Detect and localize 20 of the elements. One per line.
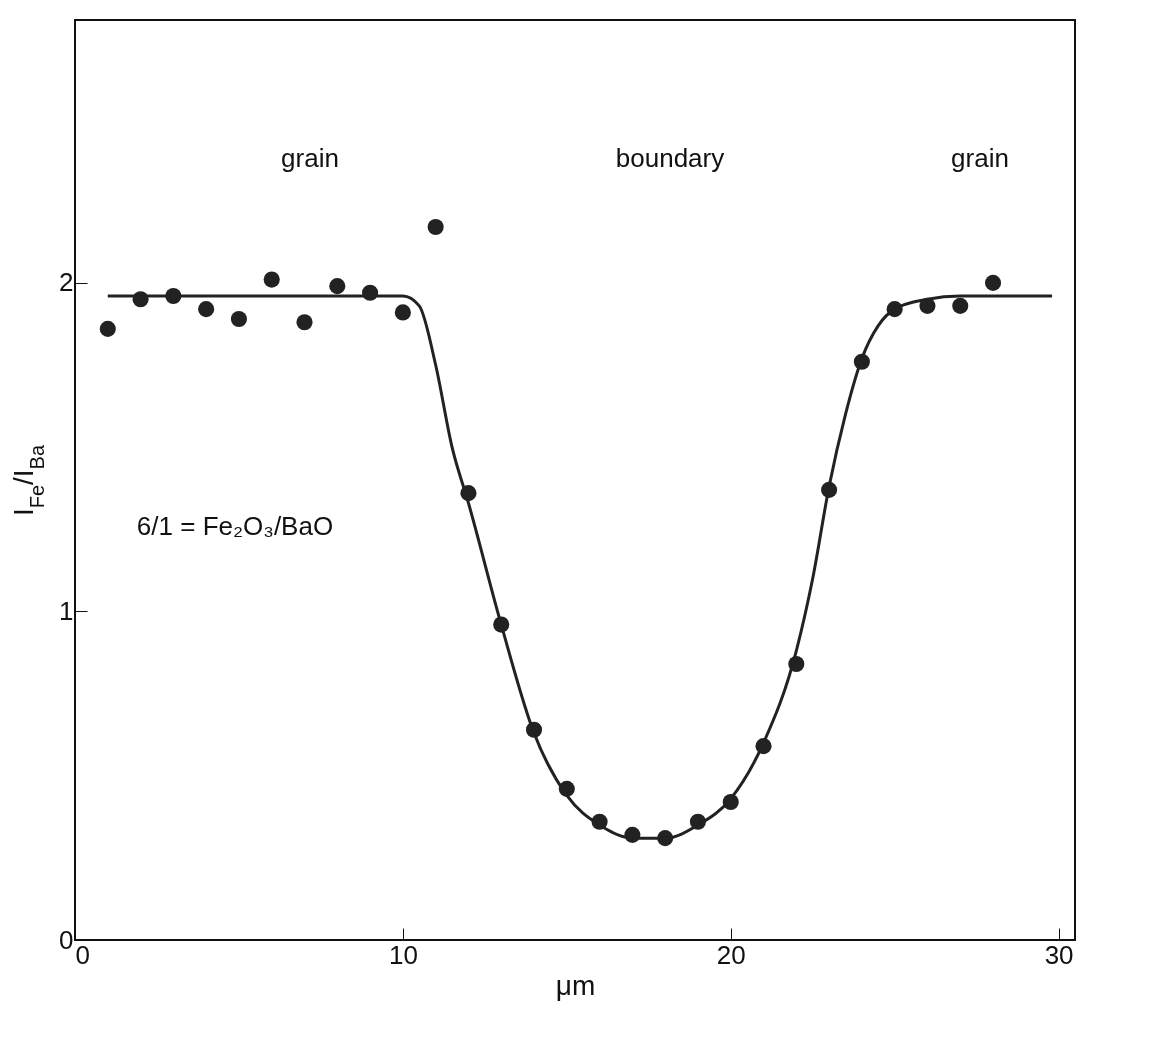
point	[230, 310, 247, 328]
x-axis-title: μm	[555, 969, 596, 1001]
y-tick-label: 1	[59, 595, 74, 626]
x-tick-label: 10	[388, 939, 418, 970]
annotation: 6/1 = Fe₂O₃/BaO	[136, 510, 334, 542]
x-tick-label: 30	[1044, 939, 1074, 970]
point	[329, 278, 346, 295]
y-tick-label: 2	[59, 267, 74, 298]
annotation: boundary	[615, 142, 725, 174]
point	[427, 218, 444, 236]
point	[984, 274, 1002, 291]
x-tick-label: 20	[716, 939, 746, 970]
annotation: grain	[951, 142, 1009, 174]
point	[99, 320, 116, 337]
point	[394, 304, 411, 321]
point	[263, 271, 280, 288]
point	[952, 297, 969, 314]
point	[198, 301, 215, 318]
annotation: grain	[281, 142, 339, 174]
point	[296, 314, 313, 331]
